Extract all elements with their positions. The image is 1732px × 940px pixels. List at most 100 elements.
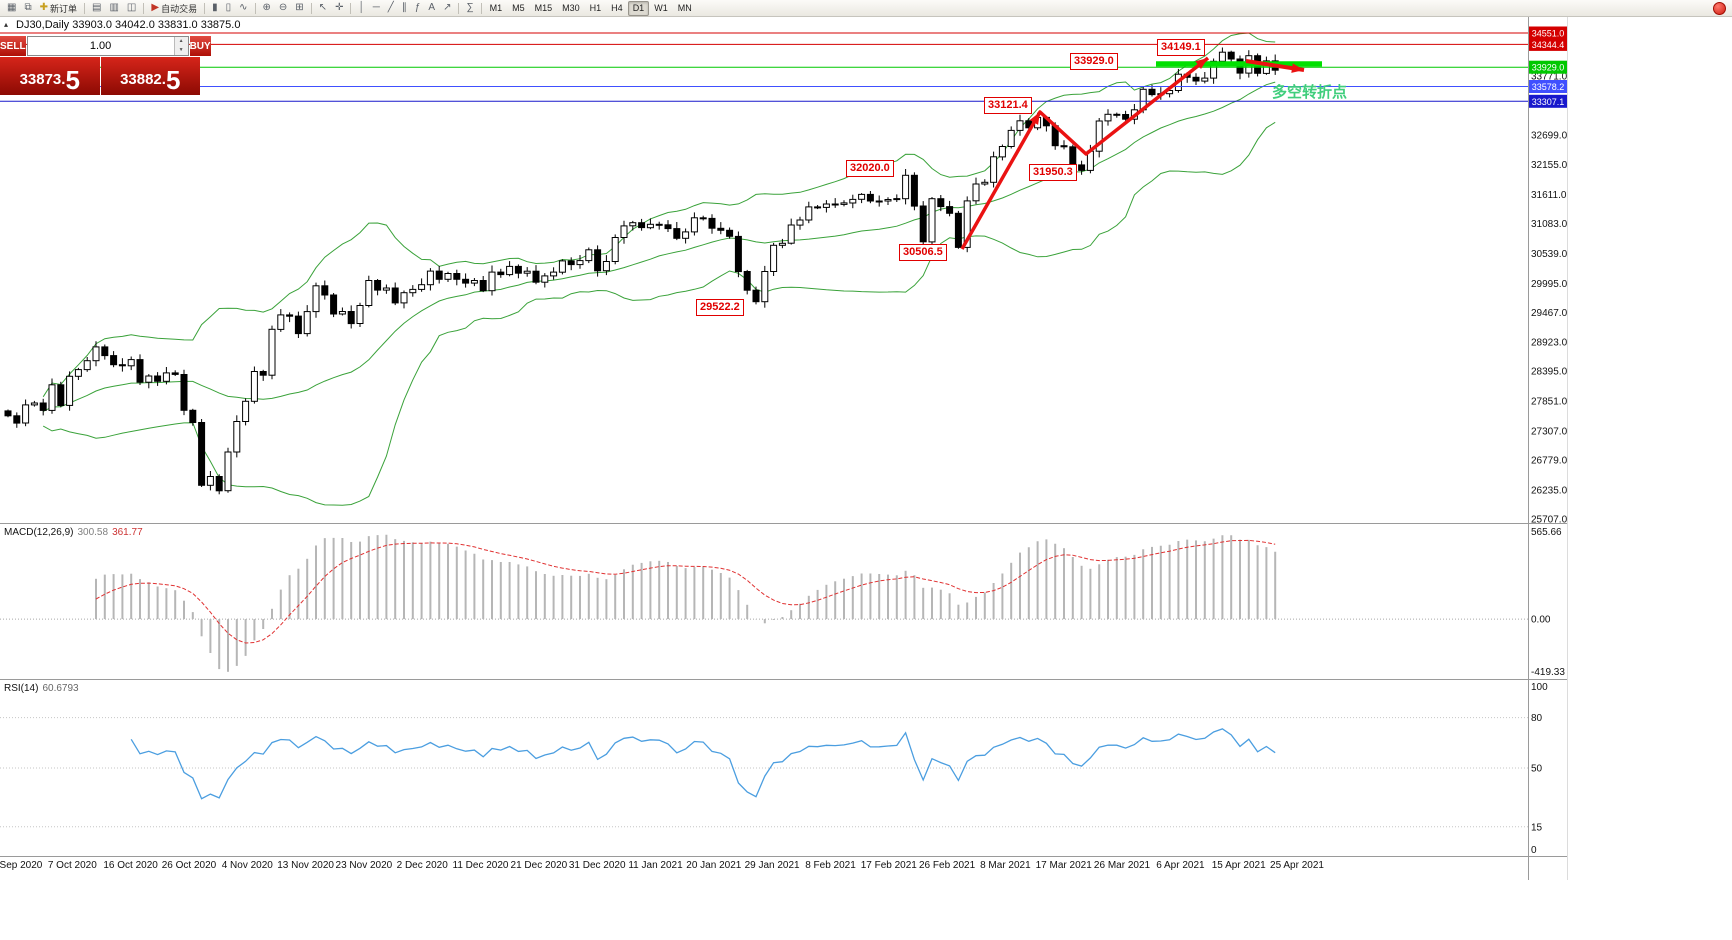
horizontal-line-icon-glyph: ─: [372, 2, 380, 13]
crosshair-icon-glyph: ✛: [335, 2, 344, 13]
price-callout[interactable]: 32020.0: [846, 160, 894, 177]
annotation-text[interactable]: 多空转折点: [1272, 84, 1348, 101]
toolbar-separator: [254, 2, 256, 14]
indicators-icon-glyph: ∑: [466, 2, 474, 13]
svg-text:17 Feb 2021: 17 Feb 2021: [861, 860, 918, 871]
svg-text:26 Oct 2020: 26 Oct 2020: [162, 860, 217, 871]
arrow-tool-icon[interactable]: ↗: [439, 0, 455, 16]
macd-panel: [0, 534, 1528, 672]
timeframe-m15-button[interactable]: M15: [530, 1, 558, 16]
timeframe-h1-button-label: H1: [589, 3, 602, 13]
timeframe-m30-button[interactable]: M30: [557, 1, 585, 16]
volume-down-icon[interactable]: ▼: [174, 46, 188, 55]
indicators-icon[interactable]: ∑: [462, 0, 477, 16]
bar-chart-icon-glyph: ▮: [212, 2, 218, 13]
trend-annotations[interactable]: [960, 56, 1322, 250]
timeframe-m1-button[interactable]: M1: [485, 1, 508, 16]
price-callout[interactable]: 34149.1: [1157, 39, 1205, 56]
time-axis[interactable]: 28 Sep 2020 7 Oct 2020 16 Oct 2020 26 Oct 2…: [0, 860, 1324, 871]
timeframe-h4-button-label: H4: [611, 3, 623, 13]
price-callout[interactable]: 29522.2: [696, 299, 744, 316]
trendline-icon-glyph: ╱: [387, 2, 394, 13]
volume-up-icon[interactable]: ▲: [174, 37, 188, 46]
notification-icon[interactable]: [1713, 2, 1726, 15]
buy-button[interactable]: BUY: [189, 36, 211, 56]
toolbar-separator: [204, 2, 206, 14]
sell-price-display[interactable]: 33873. 5: [0, 57, 100, 95]
zoom-in-icon[interactable]: ⊕: [259, 0, 275, 16]
sell-button[interactable]: SELL: [0, 36, 26, 56]
timeframe-m1-button-label: M1: [489, 3, 503, 13]
channel-icon-glyph: ∥: [401, 2, 407, 13]
timeframe-h4-button[interactable]: H4: [606, 1, 628, 16]
horizontal-line-icon[interactable]: ─: [369, 0, 384, 16]
svg-text:-419.33: -419.33: [1531, 667, 1565, 678]
data-window-icon[interactable]: ▥: [105, 0, 122, 16]
svg-text:15: 15: [1531, 822, 1543, 833]
svg-text:28923.0: 28923.0: [1531, 338, 1568, 349]
new-order-button-label: 新订单: [49, 3, 77, 14]
chart-collapse-icon[interactable]: ▴: [4, 20, 9, 29]
svg-text:7 Oct 2020: 7 Oct 2020: [48, 860, 97, 871]
grid-icon[interactable]: ⊞: [291, 0, 307, 16]
price-callout[interactable]: 31950.3: [1029, 164, 1077, 181]
svg-text:17 Mar 2021: 17 Mar 2021: [1036, 860, 1093, 871]
svg-text:2 Dec 2020: 2 Dec 2020: [397, 860, 449, 871]
price-callout[interactable]: 33121.4: [984, 97, 1032, 114]
timeframe-h1-button[interactable]: H1: [585, 1, 607, 16]
line-chart-icon[interactable]: ∿: [235, 0, 251, 16]
new-chart-icon[interactable]: ▦: [3, 0, 20, 16]
new-order-glyph: ✚: [39, 2, 48, 13]
cursor-icon[interactable]: ↖: [315, 0, 331, 16]
order-panel-controls: SELL ▲ ▼ BUY: [0, 36, 211, 56]
order-panel-quotes: 33873. 5 33882. 5: [0, 57, 200, 95]
volume-steppers: ▲ ▼: [173, 37, 188, 55]
macd-label: MACD(12,26,9) 300.58 361.77: [4, 527, 143, 538]
svg-text:34344.4: 34344.4: [1532, 40, 1565, 50]
tile-windows-icon[interactable]: ⧉: [20, 0, 35, 16]
fibonacci-icon[interactable]: ƒ: [411, 0, 425, 16]
market-watch-icon[interactable]: ▤: [88, 0, 105, 16]
svg-text:13 Nov 2020: 13 Nov 2020: [277, 860, 334, 871]
svg-text:29995.0: 29995.0: [1531, 279, 1568, 290]
vertical-line-icon[interactable]: │: [354, 0, 368, 16]
crosshair-icon[interactable]: ✛: [331, 0, 347, 16]
svg-text:27307.0: 27307.0: [1531, 427, 1568, 438]
buy-price-display[interactable]: 33882. 5: [100, 57, 200, 95]
price-callout[interactable]: 33929.0: [1070, 53, 1118, 70]
svg-text:11 Dec 2020: 11 Dec 2020: [453, 860, 509, 871]
new-order-button[interactable]: ✚ 新订单: [36, 0, 81, 16]
toolbar-separator: [143, 2, 145, 14]
svg-text:31 Dec 2020: 31 Dec 2020: [569, 860, 626, 871]
timeframe-d1-button[interactable]: D1: [627, 0, 650, 16]
timeframe-m5-button-label: M5: [512, 3, 525, 13]
channel-icon[interactable]: ∥: [398, 0, 411, 16]
panel-separators: [0, 0, 1568, 880]
zoom-out-icon-glyph: ⊖: [278, 2, 288, 13]
rsi-name: RSI(14): [4, 683, 39, 694]
svg-text:26 Feb 2021: 26 Feb 2021: [919, 860, 976, 871]
svg-text:26235.0: 26235.0: [1531, 485, 1568, 496]
grid-icon-glyph: ⊞: [295, 2, 304, 13]
chart-canvas[interactable]: 33771.0 32699.0 32155.0 31611.0 31083.0 30539…: [0, 0, 1568, 880]
price-axis[interactable]: 33771.0 32699.0 32155.0 31611.0 31083.0 30539…: [1529, 26, 1568, 857]
svg-text:31611.0: 31611.0: [1531, 190, 1567, 201]
terminal-icon[interactable]: ◫: [123, 0, 140, 16]
candles: [4, 47, 1279, 495]
svg-text:28395.0: 28395.0: [1531, 367, 1568, 378]
bar-chart-icon[interactable]: ▮: [208, 0, 222, 16]
zoom-out-icon[interactable]: ⊖: [275, 0, 291, 16]
volume-input[interactable]: [27, 37, 174, 55]
timeframe-mn-button[interactable]: MN: [673, 1, 697, 16]
price-tag: 33307.1: [1529, 94, 1567, 108]
auto-trading-button[interactable]: ▶ 自动交易: [147, 0, 201, 16]
candlestick-chart-icon[interactable]: ▯: [222, 0, 236, 16]
timeframe-w1-button[interactable]: W1: [649, 1, 673, 16]
text-tool-icon[interactable]: A: [424, 0, 439, 16]
trendline-icon[interactable]: ╱: [384, 0, 398, 16]
price-callout[interactable]: 30506.5: [899, 244, 947, 261]
svg-text:34551.0: 34551.0: [1532, 29, 1565, 39]
timeframe-m5-button[interactable]: M5: [507, 1, 530, 16]
sell-price-main: 33873.: [19, 71, 66, 88]
